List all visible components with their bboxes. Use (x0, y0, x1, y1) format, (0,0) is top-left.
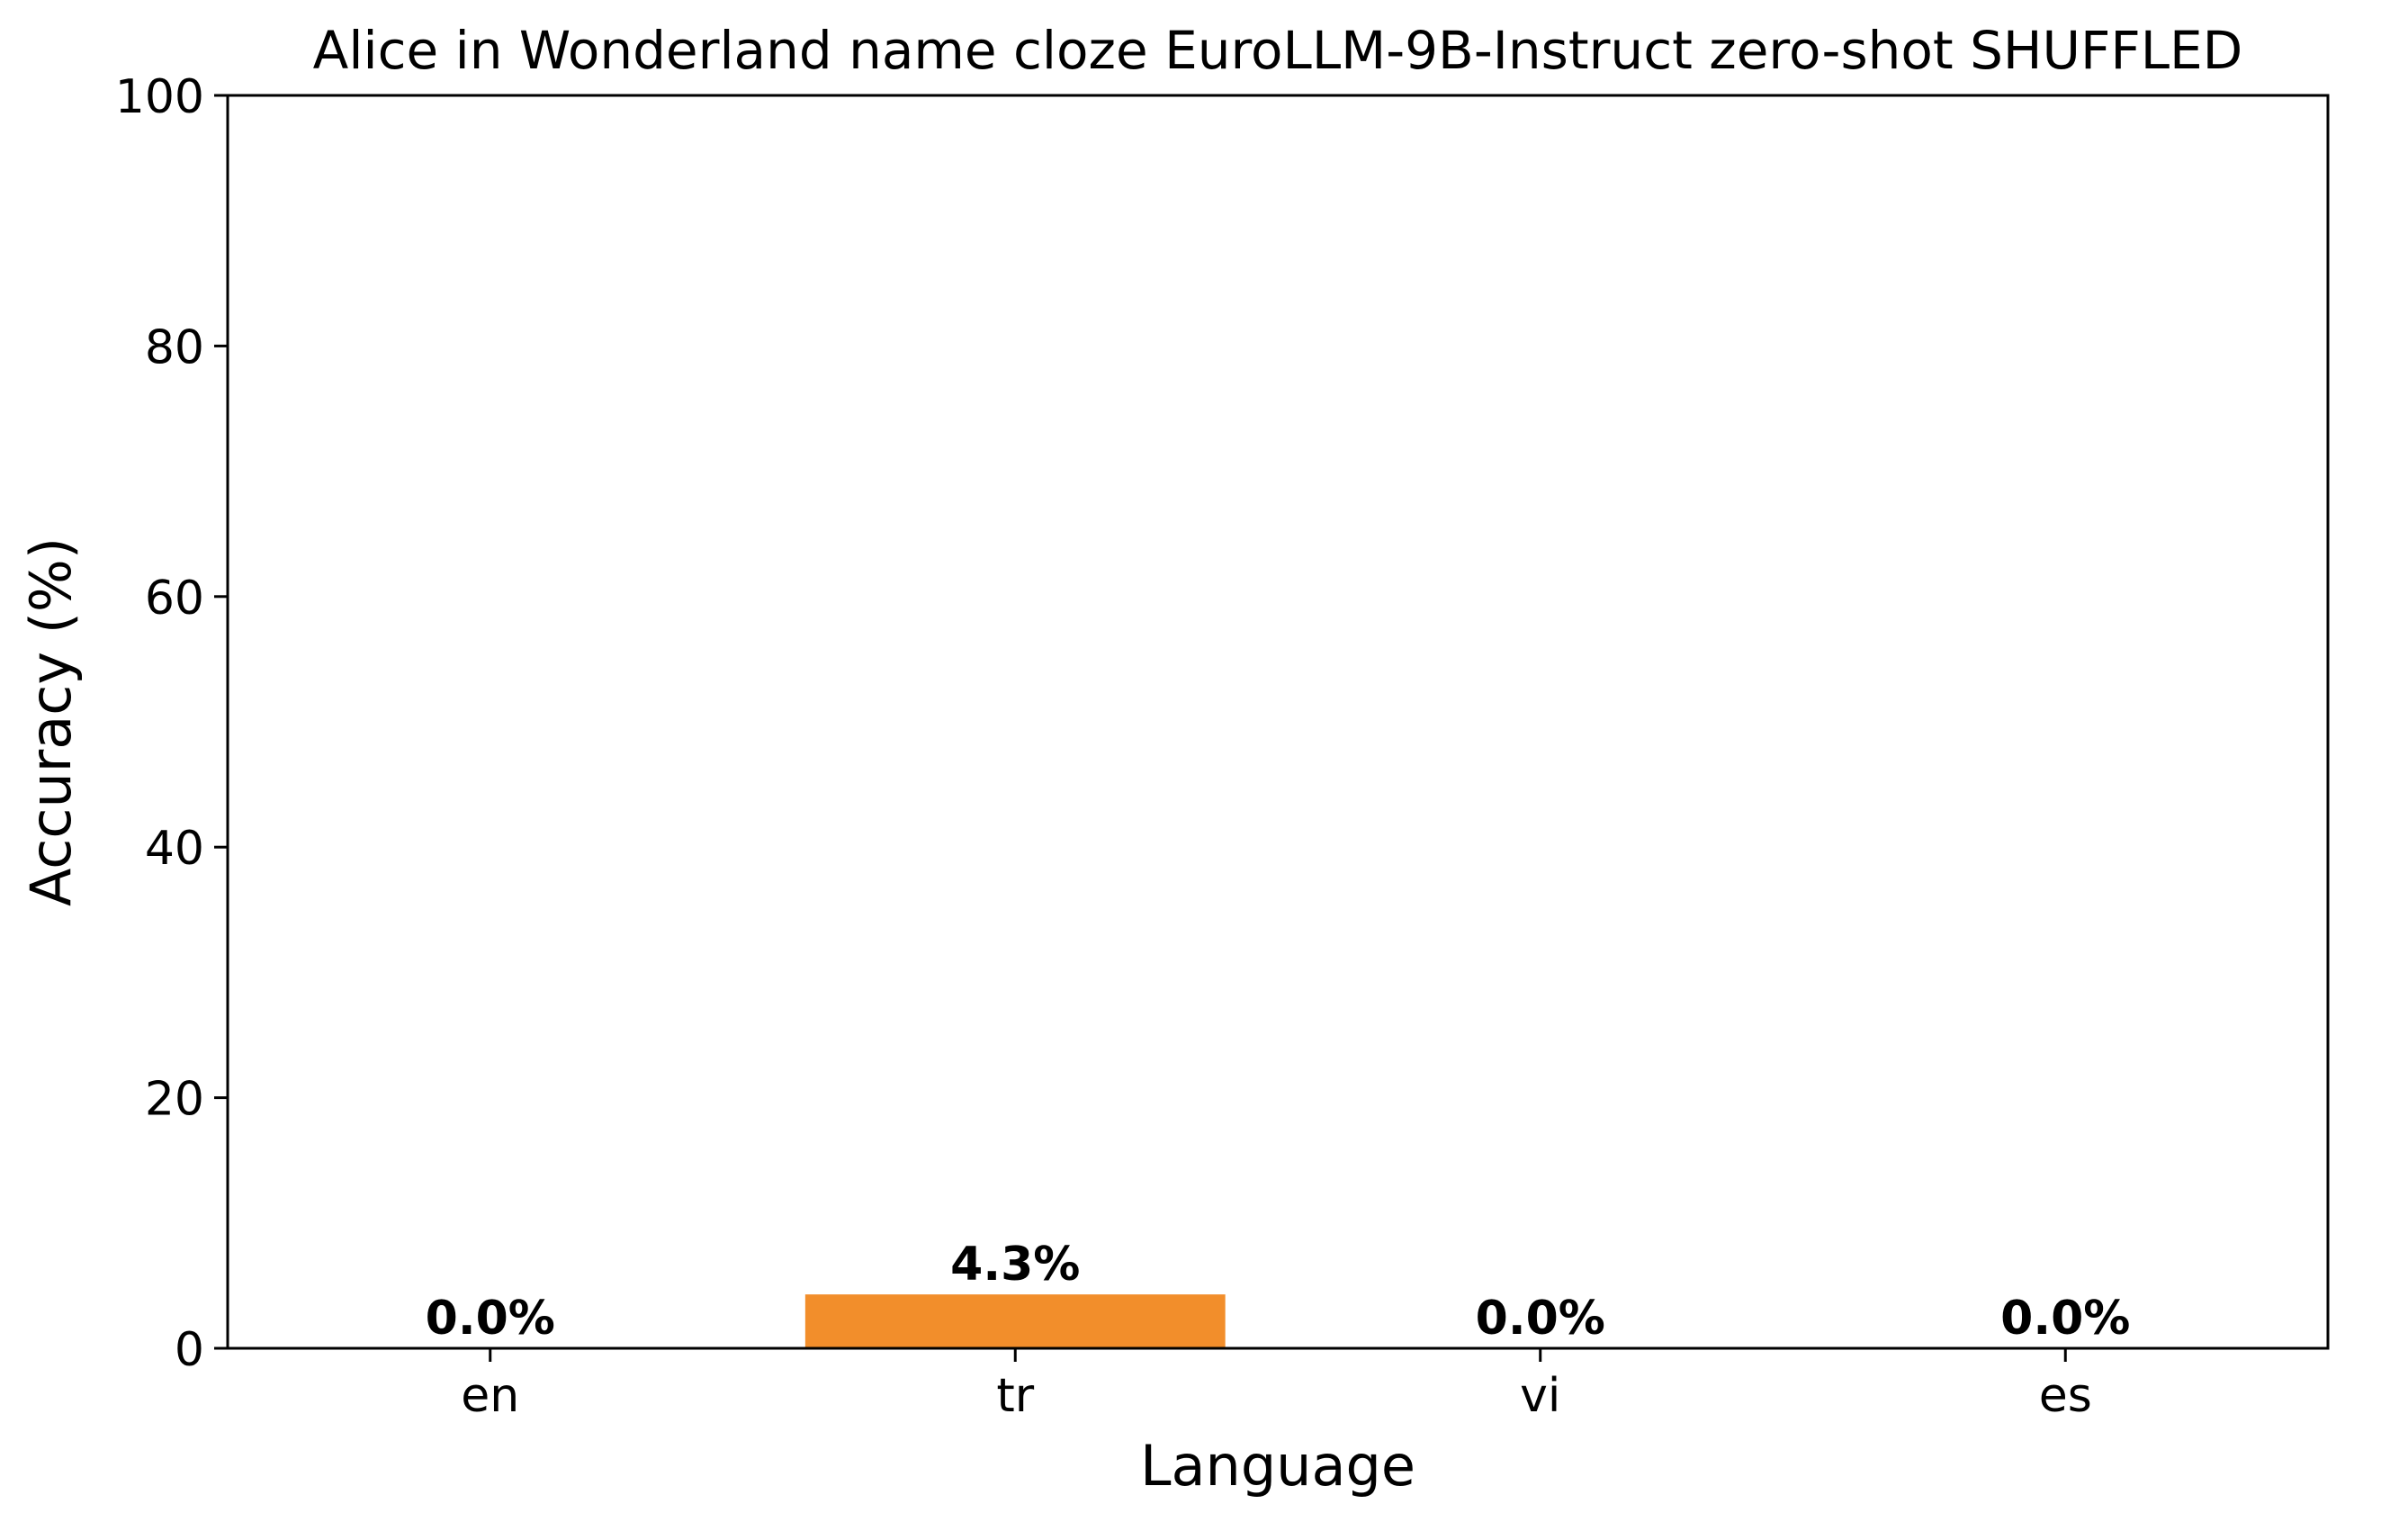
bar-value-label: 0.0% (1476, 1292, 1605, 1346)
x-tick-label: en (461, 1369, 519, 1423)
bar-value-label: 0.0% (426, 1292, 555, 1346)
x-tick-label: es (2039, 1369, 2092, 1423)
bar-value-label: 0.0% (2000, 1292, 2130, 1346)
value-labels: 0.0% 4.3% 0.0% 0.0% (426, 1238, 2131, 1346)
y-axis-ticks: 0 20 40 60 80 100 (115, 70, 228, 1377)
y-tick-label: 40 (145, 822, 204, 876)
x-axis-label: Language (1140, 1433, 1415, 1499)
bars (804, 1294, 1226, 1348)
y-tick-label: 80 (145, 320, 204, 374)
x-tick-label: vi (1520, 1369, 1560, 1423)
chart-title: Alice in Wonderland name cloze EuroLLM-9… (313, 20, 2243, 81)
x-axis-ticks: en tr vi es (461, 1348, 2092, 1423)
y-tick-label: 20 (145, 1073, 204, 1127)
y-axis-label: Accuracy (%) (18, 537, 84, 906)
bar (804, 1294, 1226, 1348)
y-tick-label: 60 (145, 572, 204, 626)
y-tick-label: 100 (115, 70, 204, 124)
bar-value-label: 4.3% (950, 1238, 1080, 1292)
plot-frame (226, 94, 2330, 1350)
x-tick-label: tr (996, 1369, 1034, 1423)
y-tick-label: 0 (175, 1323, 204, 1377)
